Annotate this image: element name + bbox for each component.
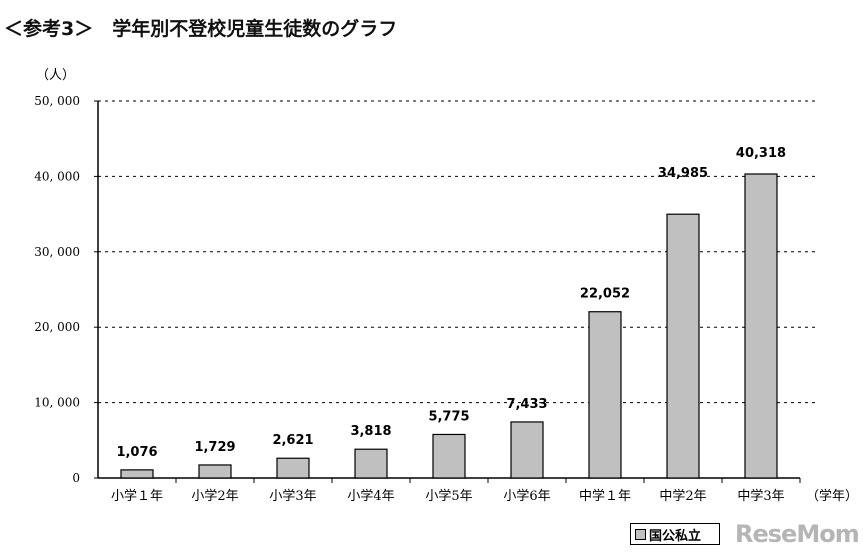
data-label: 1,729: [194, 440, 235, 455]
x-tick-label: 中学2年: [659, 488, 706, 504]
x-axis-label: （学年）: [806, 488, 858, 504]
y-tick-label: 40, 000: [34, 169, 80, 183]
bar: [510, 421, 544, 479]
legend: 国公私立: [630, 523, 720, 545]
legend-swatch: [635, 528, 646, 540]
data-label: 34,985: [658, 166, 708, 181]
x-tick-label: 中学3年: [737, 488, 784, 504]
bar: [276, 457, 310, 479]
y-tick-label: 0: [72, 471, 80, 485]
bar: [354, 448, 388, 479]
bar: [744, 173, 778, 479]
x-tick-label: 中学１年: [579, 488, 631, 504]
data-label: 7,433: [506, 397, 547, 412]
data-label: 5,775: [428, 409, 469, 424]
y-tick-label: 50, 000: [34, 94, 80, 108]
chart-title: ＜参考3＞ 学年別不登校児童生徒数のグラフ: [4, 18, 398, 40]
x-tick-label: 小学3年: [269, 488, 316, 504]
data-label: 22,052: [580, 287, 630, 302]
y-tick-label: 10, 000: [34, 396, 80, 410]
bar: [588, 311, 622, 479]
x-tick-label: 小学4年: [347, 488, 394, 504]
x-tick-label: 小学6年: [503, 488, 550, 504]
y-tick-label: 30, 000: [34, 245, 80, 259]
bar: [432, 433, 466, 479]
bar: [120, 469, 154, 479]
data-label: 40,318: [736, 146, 786, 161]
legend-label: 国公私立: [649, 528, 702, 544]
bar: [198, 464, 232, 479]
watermark-logo: ReseMom: [735, 520, 860, 548]
x-tick-label: 小学2年: [191, 488, 238, 504]
data-label: 2,621: [272, 433, 313, 448]
bar: [666, 213, 700, 479]
x-tick-label: 小学5年: [425, 488, 472, 504]
y-axis-unit: （人）: [36, 68, 76, 83]
data-label: 1,076: [116, 445, 157, 460]
data-label: 3,818: [350, 424, 391, 439]
x-tick-label: 小学１年: [111, 488, 163, 504]
y-tick-label: 20, 000: [34, 320, 80, 334]
